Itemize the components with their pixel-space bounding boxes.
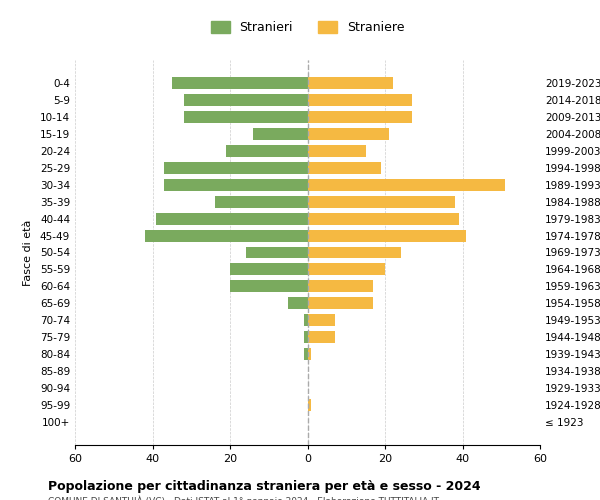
Bar: [304, 348, 308, 360]
Bar: [215, 196, 308, 207]
Bar: [172, 78, 308, 90]
Bar: [184, 112, 308, 123]
Bar: [308, 196, 455, 207]
Bar: [308, 78, 393, 90]
Bar: [253, 128, 308, 140]
Bar: [230, 264, 308, 276]
Bar: [308, 128, 389, 140]
Bar: [308, 145, 365, 157]
Bar: [308, 314, 335, 326]
Bar: [308, 246, 401, 258]
Bar: [245, 246, 308, 258]
Bar: [308, 264, 385, 276]
Y-axis label: Fasce di età: Fasce di età: [23, 220, 33, 286]
Bar: [308, 230, 466, 241]
Bar: [184, 94, 308, 106]
Legend: Stranieri, Straniere: Stranieri, Straniere: [206, 16, 409, 39]
Bar: [308, 298, 373, 309]
Text: COMUNE DI SANTHIÀ (VC) - Dati ISTAT al 1° gennaio 2024 - Elaborazione TUTTITALIA: COMUNE DI SANTHIÀ (VC) - Dati ISTAT al 1…: [48, 495, 439, 500]
Bar: [304, 331, 308, 343]
Bar: [308, 331, 335, 343]
Bar: [230, 280, 308, 292]
Bar: [157, 213, 308, 224]
Bar: [308, 213, 458, 224]
Bar: [164, 162, 308, 174]
Bar: [308, 399, 311, 410]
Bar: [308, 348, 311, 360]
Bar: [164, 179, 308, 191]
Bar: [308, 162, 381, 174]
Bar: [308, 280, 373, 292]
Bar: [145, 230, 308, 241]
Bar: [304, 314, 308, 326]
Bar: [308, 179, 505, 191]
Text: Popolazione per cittadinanza straniera per età e sesso - 2024: Popolazione per cittadinanza straniera p…: [48, 480, 481, 493]
Bar: [288, 298, 308, 309]
Bar: [308, 112, 412, 123]
Bar: [226, 145, 308, 157]
Bar: [308, 94, 412, 106]
